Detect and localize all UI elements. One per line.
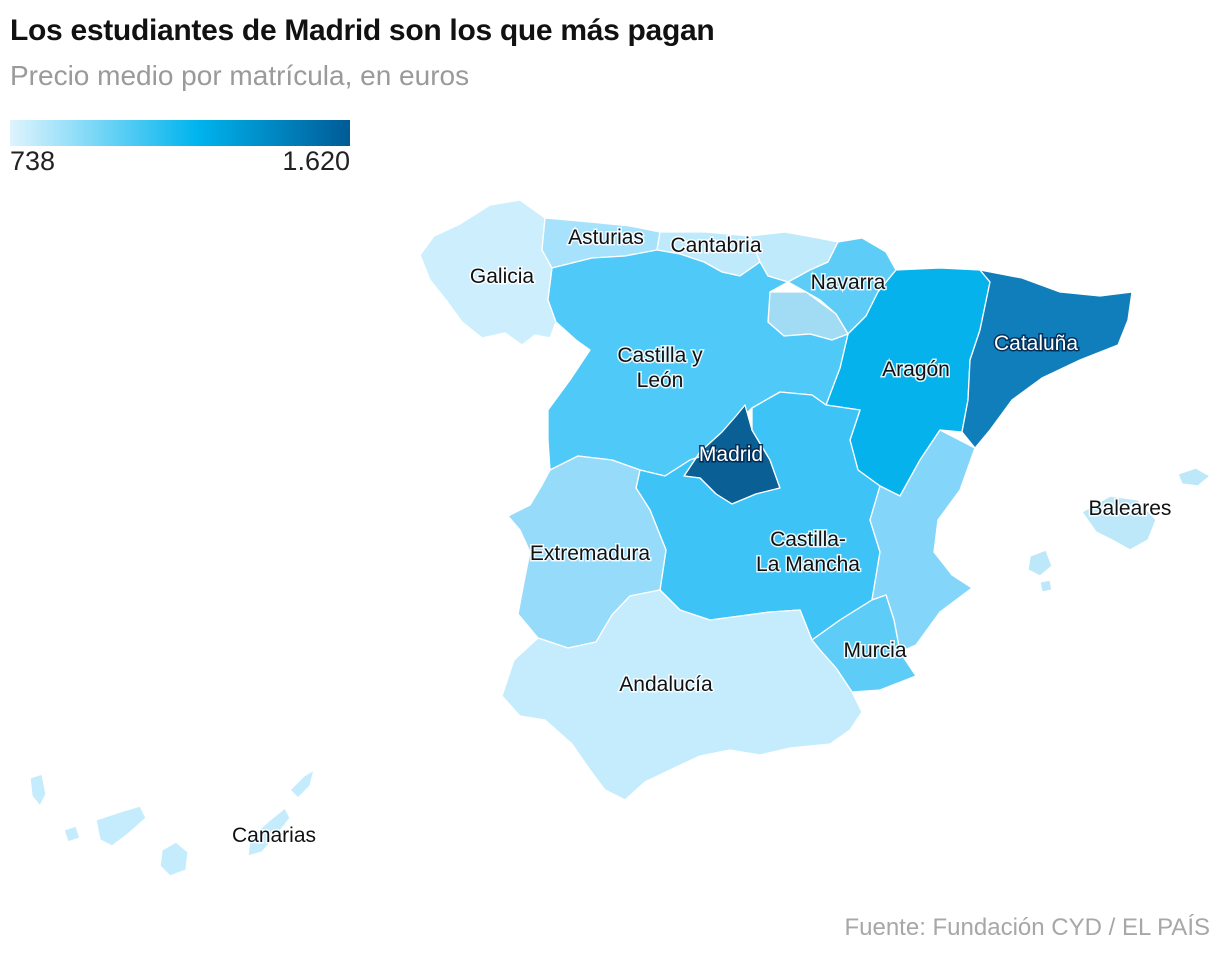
region-baleares-formentera[interactable]: [1039, 579, 1053, 593]
region-canarias-la-palma[interactable]: [29, 773, 47, 807]
region-canarias-lanzarote[interactable]: [289, 769, 315, 799]
map-subtitle: Precio medio por matrícula, en euros: [10, 60, 470, 91]
label-baleares: Baleares: [1089, 497, 1172, 520]
label-murcia: Murcia: [843, 639, 906, 662]
label-extremadura: Extremadura: [530, 542, 651, 565]
label-canarias: Canarias: [232, 824, 316, 847]
label-cantabria: Cantabria: [670, 234, 761, 257]
region-canarias-hierro[interactable]: [63, 825, 81, 843]
source-note: Fuente: Fundación CYD / EL PAÍS: [844, 914, 1210, 941]
region-murcia[interactable]: [811, 594, 917, 693]
region-baleares-mallorca[interactable]: [1081, 495, 1157, 551]
region-baleares-ibiza[interactable]: [1027, 549, 1053, 577]
region-cataluna[interactable]: [961, 269, 1133, 449]
label-castilla-leon: Castilla y León: [617, 344, 703, 392]
label-andalucia: Andalucía: [619, 673, 713, 696]
region-andalucia[interactable]: [501, 589, 863, 801]
map-title: Los estudiantes de Madrid son los que má…: [10, 14, 715, 47]
color-legend-bar: [10, 120, 350, 146]
label-castilla-la-mancha: Castilla-La Mancha: [756, 528, 860, 576]
region-baleares-menorca[interactable]: [1177, 467, 1211, 487]
region-canarias-gran-canaria[interactable]: [159, 841, 189, 877]
legend-min-label: 738: [10, 146, 56, 176]
region-canarias-tenerife[interactable]: [95, 805, 147, 847]
label-navarra: Navarra: [811, 271, 886, 294]
label-cataluna: Cataluña: [994, 332, 1078, 355]
label-madrid: Madrid: [699, 443, 763, 466]
label-galicia: Galicia: [470, 265, 535, 288]
label-aragon: Aragón: [882, 358, 950, 381]
legend-max-label: 1.620: [282, 146, 350, 176]
label-asturias: Asturias: [568, 226, 644, 249]
region-canarias-fuerteventura[interactable]: [247, 807, 291, 857]
